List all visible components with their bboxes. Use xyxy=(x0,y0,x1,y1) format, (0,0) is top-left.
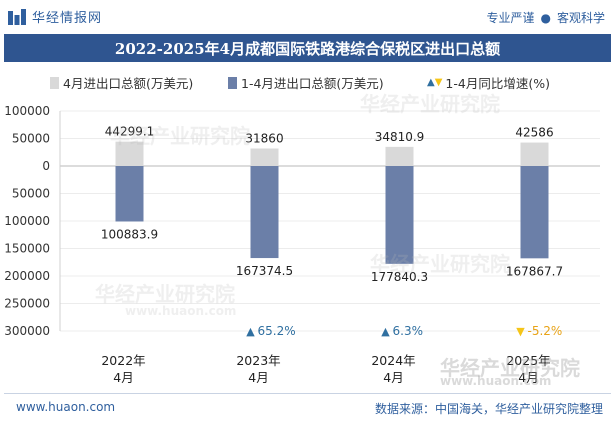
legend: 4月进出口总额(万美元) 1-4月进出口总额(万美元) ▲ ▼ 1-4月同比增速… xyxy=(0,73,615,93)
chart-title: 2022-2025年4月成都国际铁路港综合保税区进出口总额 xyxy=(114,39,501,58)
data-label-cumulative: 167867.7 xyxy=(506,264,563,278)
x-tick-label: 4月 xyxy=(113,370,133,385)
bars xyxy=(115,141,549,264)
legend-label-cumulative: 1-4月进出口总额(万美元) xyxy=(241,76,384,91)
growth-label: -5.2% xyxy=(528,324,563,338)
tagline: 专业严谨 ● 客观科学 xyxy=(486,9,605,26)
tagline-right: 客观科学 xyxy=(556,11,605,25)
legend-item-monthly[interactable]: 4月进出口总额(万美元) xyxy=(50,73,193,92)
title-bar: 2022-2025年4月成都国际铁路港综合保税区进出口总额 xyxy=(4,34,611,62)
bar-monthly xyxy=(115,141,144,166)
y-tick-label: 300000 xyxy=(4,324,50,338)
bar-cumulative xyxy=(385,166,414,264)
data-label-cumulative: 100883.9 xyxy=(101,227,158,241)
footer-website[interactable]: www.huaon.com xyxy=(16,400,116,414)
data-label-monthly: 34810.9 xyxy=(375,130,425,144)
legend-item-cumulative[interactable]: 1-4月进出口总额(万美元) xyxy=(228,73,384,92)
y-tick-label: 250000 xyxy=(4,297,50,311)
logo[interactable]: 华经情报网 xyxy=(8,7,102,26)
legend-label-monthly: 4月进出口总额(万美元) xyxy=(63,76,194,91)
legend-swatch-grey xyxy=(50,76,59,89)
x-tick-label: 2023年 xyxy=(236,353,280,368)
y-tick-label: 50000 xyxy=(12,132,50,146)
data-label-monthly: 42586 xyxy=(515,126,553,140)
legend-label-growth: 1-4月同比增速(%) xyxy=(445,76,550,91)
growth-up-triangle-icon: ▲ xyxy=(246,325,255,338)
gridlines xyxy=(60,110,600,332)
x-tick-label: 2024年 xyxy=(371,353,415,368)
growth-label: 65.2% xyxy=(258,324,296,338)
growth-labels: ▲ 65.2% ▲ 6.3% ▼ -5.2% xyxy=(246,324,562,338)
data-labels: 44299.1 100883.9 31860 167374.5 34810.9 17784… xyxy=(101,125,563,284)
legend-item-growth[interactable]: ▲ ▼ 1-4月同比增速(%) xyxy=(427,73,550,92)
x-tick-label: 4月 xyxy=(518,370,538,385)
growth-down-triangle-icon: ▼ xyxy=(516,325,525,338)
bar-monthly xyxy=(520,142,549,166)
tagline-separator: ● xyxy=(540,11,551,25)
bar-cumulative xyxy=(520,166,549,259)
bar-monthly xyxy=(250,148,279,166)
data-label-cumulative: 167374.5 xyxy=(236,264,293,278)
bar-cumulative xyxy=(115,166,144,222)
x-tick-label: 4月 xyxy=(383,370,403,385)
data-label-cumulative: 177840.3 xyxy=(371,270,428,284)
down-triangle-icon: ▼ xyxy=(434,77,443,88)
y-axis: 100000 50000 0 50000 100000 150000 200000 25000… xyxy=(4,104,61,338)
y-tick-label: 100000 xyxy=(4,214,50,228)
y-tick-label: 150000 xyxy=(4,242,50,256)
y-tick-label: 100000 xyxy=(4,104,50,118)
bar-monthly xyxy=(385,146,414,166)
y-tick-label: 0 xyxy=(42,159,50,173)
tagline-left: 专业严谨 xyxy=(486,11,535,25)
bar-cumulative xyxy=(250,166,279,259)
growth-label: 6.3% xyxy=(393,324,424,338)
x-tick-label: 4月 xyxy=(248,370,268,385)
up-triangle-icon: ▲ xyxy=(427,77,435,88)
legend-swatch-blue xyxy=(228,76,237,89)
y-tick-label: 200000 xyxy=(4,269,50,283)
data-label-monthly: 31860 xyxy=(245,131,283,145)
top-bar: 华经情报网 专业严谨 ● 客观科学 xyxy=(0,0,615,34)
y-tick-label: 50000 xyxy=(12,187,50,201)
x-tick-label: 2025年 xyxy=(506,353,550,368)
logo-bars-icon xyxy=(8,8,26,25)
footer-divider xyxy=(4,393,611,394)
data-label-monthly: 44299.1 xyxy=(105,125,155,139)
logo-text: 华经情报网 xyxy=(32,11,103,26)
x-tick-label: 2022年 xyxy=(101,353,145,368)
footer-source: 数据来源：中国海关，华经产业研究院整理 xyxy=(374,402,603,416)
growth-up-triangle-icon: ▲ xyxy=(381,325,390,338)
x-axis: 2022年 4月 2023年 4月 2024年 4月 2025年 4月 xyxy=(101,353,550,385)
